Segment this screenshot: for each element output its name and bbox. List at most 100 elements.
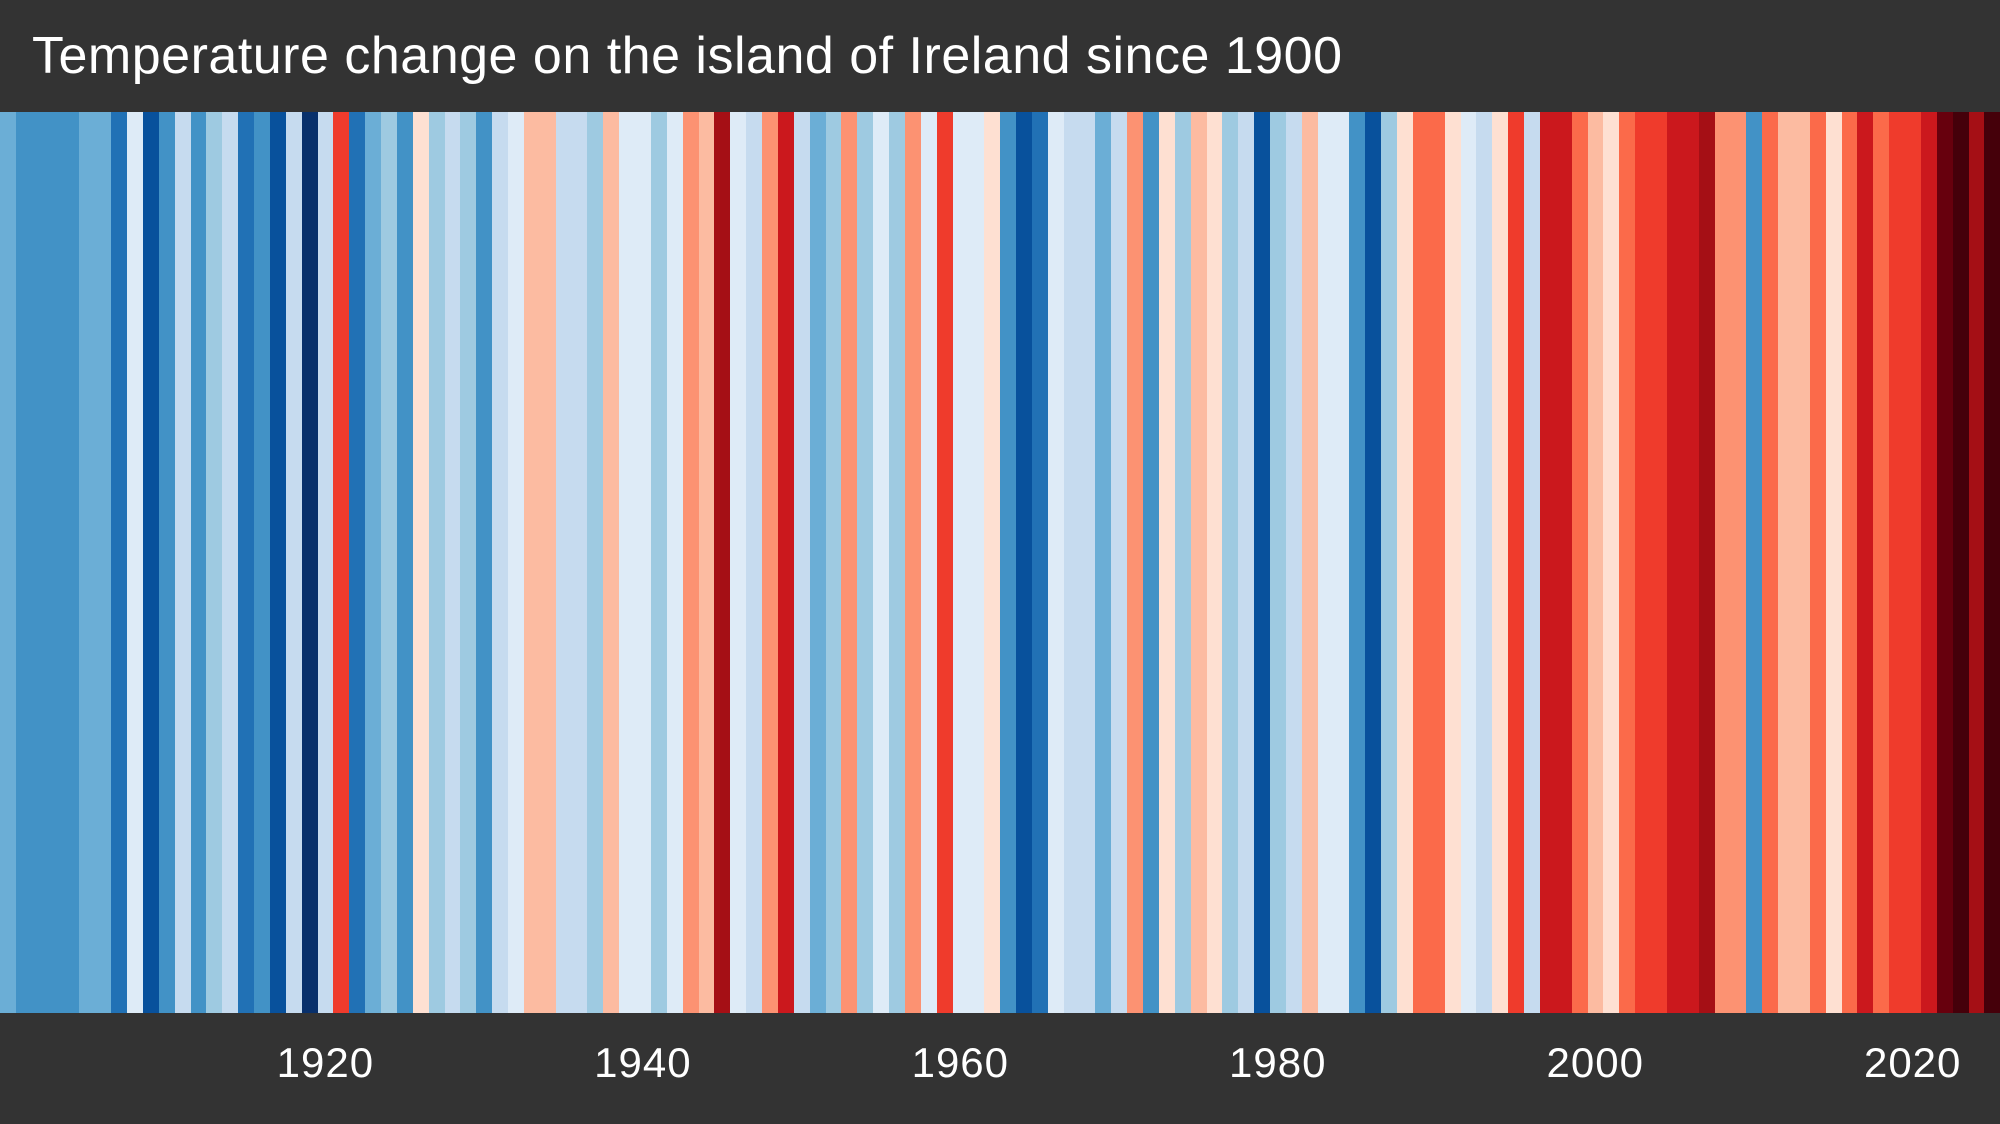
year-stripe-2009 [1730,112,1747,1013]
year-stripe-2010 [1746,112,1763,1013]
year-stripe-2007 [1698,112,1715,1013]
year-stripe-1941 [650,112,667,1013]
year-stripe-1954 [857,112,874,1013]
year-stripe-1993 [1476,112,1493,1013]
year-stripe-1926 [412,112,429,1013]
year-stripe-1962 [984,112,1001,1013]
x-axis-bar: 1920 1940 1960 1980 2000 2020 [0,1013,2000,1124]
year-stripe-1981 [1285,112,1302,1013]
year-stripe-1995 [1508,112,1524,1013]
year-stripe-1905 [79,112,96,1013]
year-stripe-1942 [666,112,683,1013]
axis-tick-label-2020: 2020 [1863,1039,1962,1086]
year-stripe-1912 [190,112,207,1013]
year-stripe-1944 [698,112,715,1013]
year-stripe-1914 [222,112,239,1013]
year-stripe-1933 [523,112,540,1013]
year-stripe-1951 [809,112,826,1013]
year-stripe-2000 [1587,112,1604,1013]
year-stripe-2018 [1873,112,1890,1013]
year-stripe-2003 [1635,112,1651,1013]
year-stripe-1983 [1317,112,1334,1013]
axis-tick-label-1980: 1980 [1229,1039,1327,1086]
year-stripe-1975 [1190,112,1207,1013]
axis-tick-label-1960: 1960 [911,1039,1010,1086]
year-stripe-1929 [460,112,477,1013]
year-stripe-1948 [762,112,778,1013]
year-stripe-1910 [158,112,175,1013]
year-stripe-1961 [968,112,985,1013]
year-stripe-1908 [127,112,143,1013]
title-bar: Temperature change on the island of Irel… [0,0,2000,112]
year-stripe-1901 [15,112,32,1013]
year-stripe-1967 [1063,112,1080,1013]
year-stripe-1900 [0,112,16,1013]
year-stripe-1936 [571,112,588,1013]
year-stripe-1988 [1397,112,1413,1013]
year-stripe-2014 [1809,112,1826,1013]
year-stripe-1917 [269,112,286,1013]
year-stripe-1952 [825,112,842,1013]
year-stripe-1972 [1143,112,1159,1013]
year-stripe-1915 [238,112,254,1013]
year-stripe-1918 [285,112,302,1013]
year-stripe-2017 [1857,112,1874,1013]
year-stripe-1938 [603,112,620,1013]
year-stripe-2002 [1619,112,1636,1013]
year-stripe-1925 [396,112,413,1013]
stripes-chart [0,112,2000,1013]
year-stripe-1943 [682,112,699,1013]
year-stripe-1966 [1047,112,1064,1013]
year-stripe-2013 [1793,112,1810,1013]
year-stripe-1953 [841,112,858,1013]
year-stripe-2023 [1952,112,1969,1013]
year-stripe-1997 [1539,112,1556,1013]
chart-title: Temperature change on the island of Irel… [32,27,1343,85]
year-stripe-1903 [47,112,64,1013]
year-stripe-1939 [619,112,635,1013]
year-stripe-1937 [587,112,604,1013]
axis-tick-label-1920: 1920 [276,1039,375,1086]
year-stripe-1932 [508,112,524,1013]
year-stripe-1971 [1127,112,1143,1013]
year-stripe-1927 [428,112,445,1013]
year-stripe-1963 [1000,112,1016,1013]
year-stripe-2008 [1714,112,1731,1013]
year-stripe-1945 [714,112,731,1013]
year-stripe-1916 [254,112,270,1013]
year-stripe-1964 [1016,112,1032,1013]
year-stripe-1957 [904,112,921,1013]
year-stripe-2016 [1841,112,1858,1013]
year-stripe-1989 [1412,112,1429,1013]
year-stripe-1907 [111,112,127,1013]
year-stripe-1949 [777,112,794,1013]
year-stripe-1973 [1158,112,1175,1013]
year-stripe-1950 [793,112,810,1013]
year-stripe-1976 [1206,112,1223,1013]
year-stripe-2004 [1651,112,1667,1013]
year-stripe-1990 [1428,112,1445,1013]
year-stripe-1919 [301,112,318,1013]
year-stripe-2012 [1778,112,1794,1013]
year-stripe-1920 [317,112,334,1013]
year-stripe-2022 [1936,112,1953,1013]
year-stripe-1979 [1254,112,1270,1013]
year-stripe-1934 [539,112,556,1013]
year-stripe-1992 [1460,112,1477,1013]
year-stripe-2020 [1905,112,1921,1013]
year-stripe-1987 [1381,112,1397,1013]
year-stripe-1904 [63,112,80,1013]
year-stripe-1982 [1301,112,1318,1013]
year-stripe-1970 [1111,112,1128,1013]
year-stripe-2019 [1889,112,1905,1013]
year-stripe-1991 [1444,112,1461,1013]
year-stripe-1968 [1079,112,1096,1013]
year-stripe-1946 [730,112,747,1013]
year-stripe-1998 [1555,112,1572,1013]
year-stripe-1902 [31,112,48,1013]
year-stripe-1996 [1524,112,1540,1013]
year-stripe-2001 [1603,112,1620,1013]
year-stripe-1924 [381,112,397,1013]
year-stripe-1980 [1270,112,1286,1013]
year-stripe-2025 [1984,112,2000,1013]
